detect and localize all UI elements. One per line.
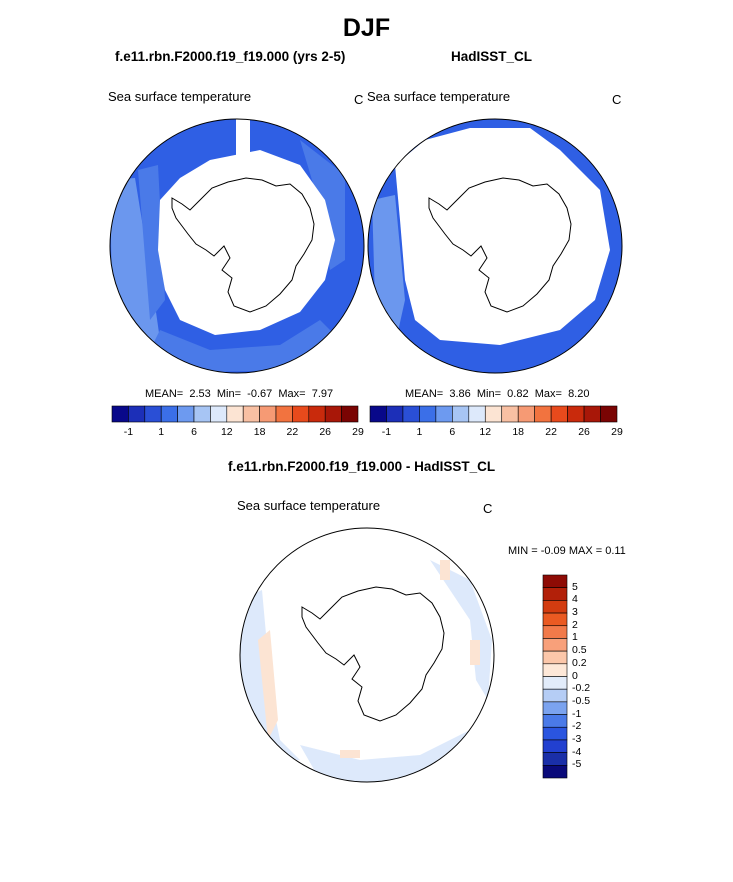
obs-colorbar-box [435, 405, 453, 423]
model-sst-map [110, 119, 364, 373]
obs-colorbar-box [501, 405, 519, 423]
model-colorbar-box [259, 405, 277, 423]
obs-colorbar-box [484, 405, 503, 423]
plot-title: DJF [342, 14, 391, 42]
model-colorbar-box [341, 405, 359, 423]
obs-colorbar-box [419, 405, 437, 423]
diff-colorbar-box [542, 765, 568, 779]
obs-colorbar-tick-label: -1 [381, 426, 392, 438]
model-colorbar-tick-label: -1 [123, 426, 134, 438]
obs-units-label: C [612, 92, 622, 107]
diff-colorbar-tick-label: 0 [572, 669, 578, 682]
obs-variable-label: Sea surface temperature [367, 89, 511, 104]
model-colorbar-box [275, 405, 293, 423]
diff-colorbar-box [542, 688, 568, 703]
diff-colorbar [542, 574, 568, 779]
model-colorbar-box [128, 405, 146, 423]
obs-colorbar-tick-label: 6 [449, 426, 456, 438]
diff-units-label: C [483, 501, 493, 516]
obs-colorbar-tick-label: 1 [416, 426, 423, 438]
obs-colorbar-box [402, 405, 420, 423]
model-colorbar-tick-label: 26 [319, 426, 332, 438]
diff-title: f.e11.rbn.F2000.f19_f19.000 - HadISST_CL [228, 459, 496, 474]
obs-colorbar [369, 405, 618, 423]
model-stats: MEAN= 2.53 Min= -0.67 Max= 7.97 [145, 388, 334, 400]
model-colorbar-tick-label: 12 [220, 426, 233, 438]
obs-colorbar-tick-label: 12 [479, 426, 492, 438]
diff-colorbar-tick-label: 5 [572, 580, 578, 593]
diff-colorbar-tick-label: 1 [572, 631, 578, 644]
model-colorbar-tick-label: 22 [286, 426, 299, 438]
obs-colorbar-tick-label: 29 [611, 426, 623, 438]
diff-colorbar-box [542, 600, 568, 614]
obs-colorbar-box [452, 405, 470, 423]
diff-colorbar-box [542, 587, 568, 601]
model-case-title: f.e11.rbn.F2000.f19_f19.000 (yrs 2-5) [115, 49, 346, 64]
obs-case-title: HadISST_CL [451, 49, 533, 64]
obs-colorbar-tick-label: 22 [545, 426, 557, 438]
diff-colorbar-box [542, 701, 568, 715]
diff-colorbar-box [542, 752, 568, 766]
model-colorbar-box [242, 405, 260, 423]
diff-colorbar-box [542, 625, 568, 639]
diff-colorbar-box [542, 676, 568, 690]
diff-minmax: MIN = -0.09 MAX = 0.11 [508, 545, 626, 557]
model-colorbar-tick-label: 18 [253, 426, 266, 438]
obs-stats: MEAN= 3.86 Min= 0.82 Max= 8.20 [405, 388, 590, 400]
obs-colorbar-box [468, 405, 486, 423]
model-colorbar-box [226, 405, 244, 423]
diff-variable-label: Sea surface temperature [237, 498, 381, 513]
diff-colorbar-tick-label: -1 [572, 707, 582, 720]
model-colorbar-box [177, 405, 195, 423]
obs-colorbar-box [386, 405, 404, 423]
obs-colorbar-box [600, 405, 618, 423]
diff-colorbar-box [542, 663, 568, 677]
diff-colorbar-tick-label: 3 [572, 606, 578, 619]
model-colorbar-box [292, 405, 310, 423]
obs-sst-map [368, 119, 622, 373]
diff-colorbar-tick-label: 2 [572, 618, 578, 631]
obs-colorbar-box [534, 405, 552, 423]
diff-colorbar-box [542, 726, 568, 741]
diff-colorbar-tick-label: 0.2 [572, 656, 587, 669]
diff-colorbar-box [542, 714, 568, 728]
obs-colorbar-tick-label: 26 [578, 426, 590, 438]
obs-colorbar-box [517, 405, 535, 423]
obs-colorbar-box [369, 405, 387, 423]
obs-colorbar-tick-label: 18 [512, 426, 525, 438]
model-colorbar-box [193, 405, 211, 423]
diff-colorbar-tick-label: -3 [572, 732, 582, 745]
obs-colorbar-box [567, 405, 585, 423]
model-colorbar-box [210, 405, 228, 423]
diff-colorbar-box [542, 638, 568, 652]
diff-colorbar-tick-label: 4 [572, 593, 578, 606]
model-colorbar-box [111, 405, 129, 423]
diff-colorbar-tick-label: -2 [572, 720, 582, 733]
diff-colorbar-box [542, 739, 568, 753]
diff-colorbar-tick-label: -0.2 [572, 682, 591, 695]
model-colorbar [111, 405, 359, 423]
diff-colorbar-tick-label: 0.5 [572, 644, 587, 657]
model-colorbar-box [160, 405, 178, 423]
model-colorbar-tick-label: 6 [191, 426, 197, 438]
diff-colorbar-box [542, 650, 568, 665]
diff-colorbar-tick-label: -4 [572, 745, 582, 758]
model-colorbar-box [308, 405, 326, 423]
model-colorbar-box [324, 405, 342, 423]
obs-colorbar-box [583, 405, 601, 423]
diff-sst-map [240, 528, 494, 782]
model-colorbar-tick-label: 29 [352, 426, 364, 438]
obs-colorbar-box [550, 405, 568, 423]
model-units-label: C [354, 92, 364, 107]
diff-colorbar-tick-label: -0.5 [572, 694, 591, 707]
model-colorbar-tick-label: 1 [158, 426, 165, 438]
model-variable-label: Sea surface temperature [108, 89, 252, 104]
diff-colorbar-tick-label: -5 [572, 758, 582, 771]
model-colorbar-box [144, 405, 162, 423]
diff-colorbar-box [542, 612, 568, 627]
diff-colorbar-box [542, 574, 568, 588]
